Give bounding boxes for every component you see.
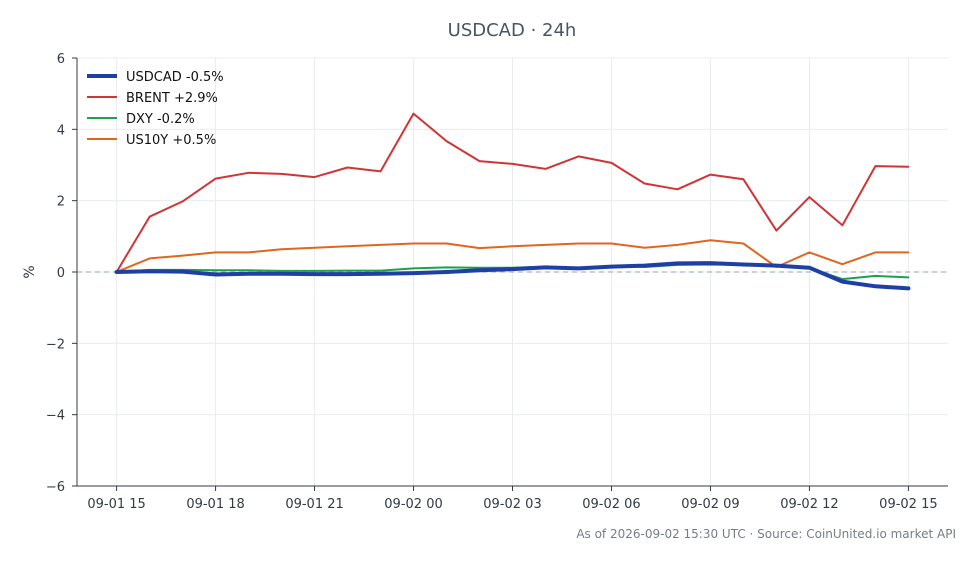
y-tick-label: 4 [57,123,65,138]
y-tick-label: −2 [46,337,65,352]
y-tick-label: 0 [57,266,65,281]
y-tick-label: −4 [46,409,65,424]
x-tick-label: 09-02 15 [879,497,937,512]
x-tick-label: 09-02 09 [681,497,739,512]
x-tick-label: 09-01 18 [186,497,244,512]
chart-title: USDCAD · 24h [448,20,577,41]
footer-source: As of 2026-09-02 15:30 UTC · Source: Coi… [576,527,956,541]
series-line-usdcad [114,261,911,291]
x-ticks: 09-01 15 09-01 18 09-01 21 09-02 00 09-02 03… [87,486,938,512]
legend-label: USDCAD -0.5% [126,70,224,85]
series-lines [114,112,911,291]
x-tick-label: 09-01 15 [87,497,145,512]
legend-label: BRENT +2.9% [126,91,218,106]
x-tick-label: 09-02 12 [780,497,838,512]
legend-label: DXY -0.2% [126,112,195,127]
legend: USDCAD -0.5% BRENT +2.9% DXY -0.2% US10Y +0… [87,70,224,148]
y-tick-label: 2 [57,195,65,210]
y-ticks: −6 −4 −2 0 2 4 6 [46,52,77,495]
x-tick-label: 09-01 21 [285,497,343,512]
y-tick-label: −6 [46,480,65,495]
legend-label: US10Y +0.5% [126,133,216,148]
y-axis-label: % [22,265,38,278]
x-tick-label: 09-02 06 [582,497,640,512]
y-tick-label: 6 [57,52,65,67]
x-tick-label: 09-02 00 [384,497,442,512]
x-tick-label: 09-02 03 [483,497,541,512]
series-line-brent [115,112,910,273]
